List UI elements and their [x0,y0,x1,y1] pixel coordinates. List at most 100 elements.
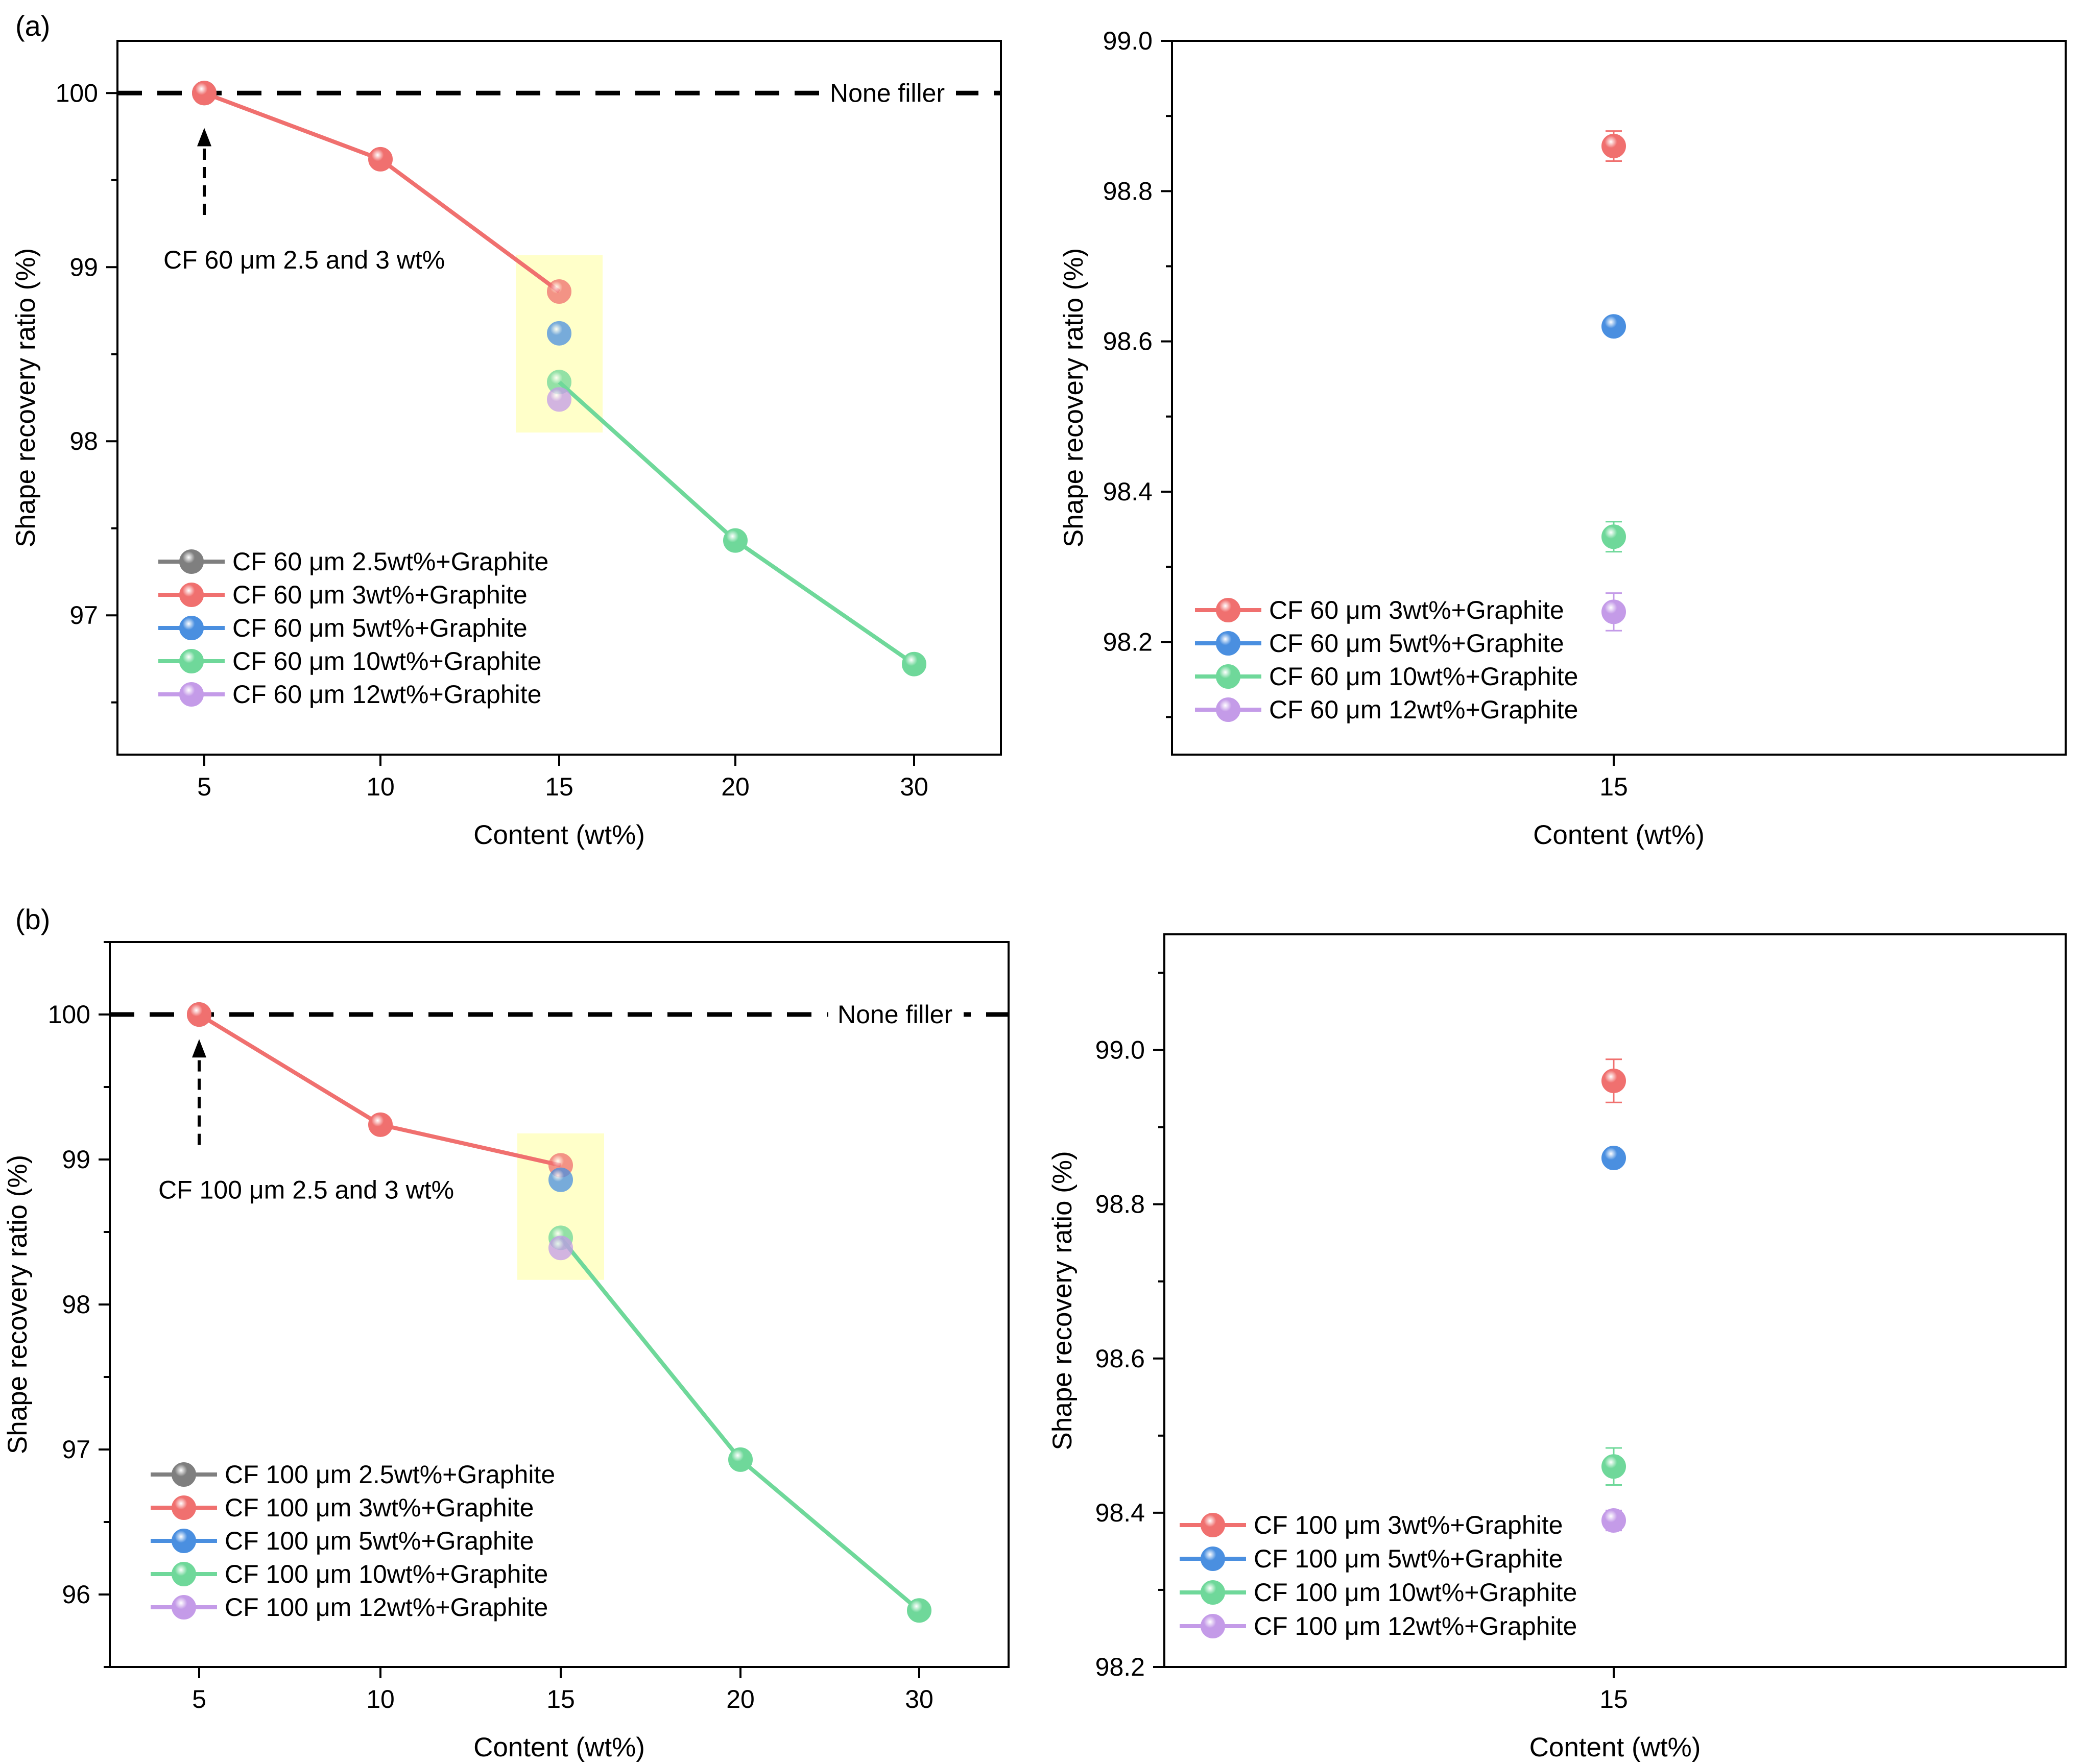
legend-label: CF 100 μm 10wt%+Graphite [1254,1578,1577,1607]
data-point [1601,599,1626,624]
y-tick-label: 97 [69,601,98,630]
series-line [558,380,916,666]
legend-label: CF 60 μm 12wt%+Graphite [232,680,541,709]
y-axis-label: Shape recovery ratio (%) [1059,248,1089,547]
data-point [368,1112,393,1137]
y-tick-label: 99 [69,253,98,281]
y-tick-label: 96 [62,1580,90,1609]
legend-marker [179,583,204,607]
legend-marker [1201,1580,1225,1605]
panel-b-label: (b) [15,903,50,935]
x-tick-label: 20 [726,1685,755,1713]
legend-label: CF 60 μm 10wt%+Graphite [232,647,541,675]
x-tick-label: 15 [546,1685,575,1713]
legend-label: CF 60 μm 3wt%+Graphite [232,581,528,609]
x-tick-label: 15 [545,772,573,801]
legend-label: CF 100 μm 5wt%+Graphite [225,1527,534,1555]
y-tick-label: 98 [62,1290,90,1319]
series-line [198,1012,561,1168]
legend-label: CF 100 μm 10wt%+Graphite [225,1560,548,1588]
legend-marker [172,1529,196,1553]
legend-marker [1216,631,1240,656]
chart-a-zoom: 98.2 98.4 98.6 98.8 99.0 15 Content (wt%) Shape… [1059,27,2067,850]
y-tick-label: 97 [62,1435,90,1464]
data-point [907,1598,931,1623]
legend-label: CF 60 μm 2.5wt%+Graphite [232,547,548,576]
legend-label: CF 60 μm 10wt%+Graphite [1269,662,1578,691]
data-point [547,387,571,412]
legend-marker [172,1562,196,1586]
panel-a-label: (a) [15,10,50,42]
legend-marker [179,616,204,640]
chart-b-main: 96 97 98 99 100 5 10 15 20 30 Content (wt%) Shape r… [3,941,1010,1762]
legend-label: CF 100 μm 3wt%+Graphite [1254,1511,1563,1539]
data-point [187,1002,211,1027]
chart-b-zoom: 98.2 98.4 98.6 98.8 99.0 15 Content (wt%) Shape… [1047,933,2067,1762]
x-tick-label: 15 [1599,772,1628,801]
y-tick-label: 99.0 [1103,27,1153,55]
legend-marker [1201,1513,1225,1537]
reference-label: None filler [837,1000,952,1029]
y-axis-label: Shape recovery ratio (%) [11,248,41,547]
y-tick-label: 98.2 [1095,1653,1145,1681]
legend-label: CF 100 μm 5wt%+Graphite [1254,1544,1563,1573]
data-point [192,81,217,106]
y-tick-label: 98.2 [1103,627,1153,656]
legend-marker [172,1595,196,1620]
y-tick-label: 98.8 [1095,1190,1145,1219]
legend-marker [172,1495,196,1520]
legend-marker [1201,1546,1225,1571]
data-point [723,528,748,553]
y-tick-label: 99 [62,1145,90,1174]
reference-label-bg [828,994,964,1030]
annotation-text: CF 100 μm 2.5 and 3 wt% [158,1176,454,1204]
annotation-text: CF 60 μm 2.5 and 3 wt% [163,246,445,274]
y-tick-label: 98.6 [1095,1344,1145,1373]
y-tick-label: 100 [48,1000,90,1029]
data-point [548,1236,573,1261]
legend-label: CF 100 μm 12wt%+Graphite [1254,1612,1577,1640]
x-tick-label: 20 [721,772,750,801]
legend-label: CF 100 μm 2.5wt%+Graphite [225,1460,555,1489]
x-axis-label: Content (wt%) [1533,820,1705,850]
x-axis-label: Content (wt%) [1529,1732,1701,1762]
legend-label: CF 100 μm 3wt%+Graphite [225,1493,534,1522]
data-point [1601,1069,1626,1093]
legend-label: CF 60 μm 12wt%+Graphite [1269,695,1578,724]
data-point [368,147,393,172]
y-axis-label: Shape recovery ratio (%) [1047,1151,1078,1450]
legend-label: CF 60 μm 5wt%+Graphite [1269,629,1564,658]
reference-label-bg [821,73,956,109]
legend-marker [1216,697,1240,722]
legend-marker [1216,664,1240,689]
y-tick-label: 99.0 [1095,1036,1145,1065]
legend-marker [1201,1614,1225,1638]
legend-marker [172,1462,196,1487]
data-point [547,279,571,304]
legend-marker [179,682,204,707]
legend-marker [1216,598,1240,622]
chart-a-main: 97 98 99 100 5 10 15 20 30 Content (wt%) Shape rec… [11,40,1002,850]
plot-frame [1171,40,2067,756]
data-point [547,321,571,346]
x-tick-label: 30 [905,1685,934,1713]
data-point [1601,1146,1626,1171]
x-tick-label: 30 [900,772,928,801]
x-axis-label: Content (wt%) [473,1732,645,1762]
data-point [1601,134,1626,159]
x-tick-label: 10 [366,772,395,801]
x-tick-label: 15 [1599,1685,1628,1713]
data-point [1601,524,1626,549]
reference-label: None filler [830,79,945,107]
annotation-arrow-head [197,128,211,147]
y-tick-label: 100 [56,79,98,107]
series-line [559,1236,921,1612]
data-point [1601,1454,1626,1479]
x-axis-label: Content (wt%) [473,820,645,850]
legend-label: CF 60 μm 5wt%+Graphite [232,614,528,642]
y-tick-label: 98 [69,427,98,455]
data-point [1601,1508,1626,1533]
data-point [902,651,926,676]
y-axis-label: Shape recovery ratio (%) [3,1155,33,1454]
